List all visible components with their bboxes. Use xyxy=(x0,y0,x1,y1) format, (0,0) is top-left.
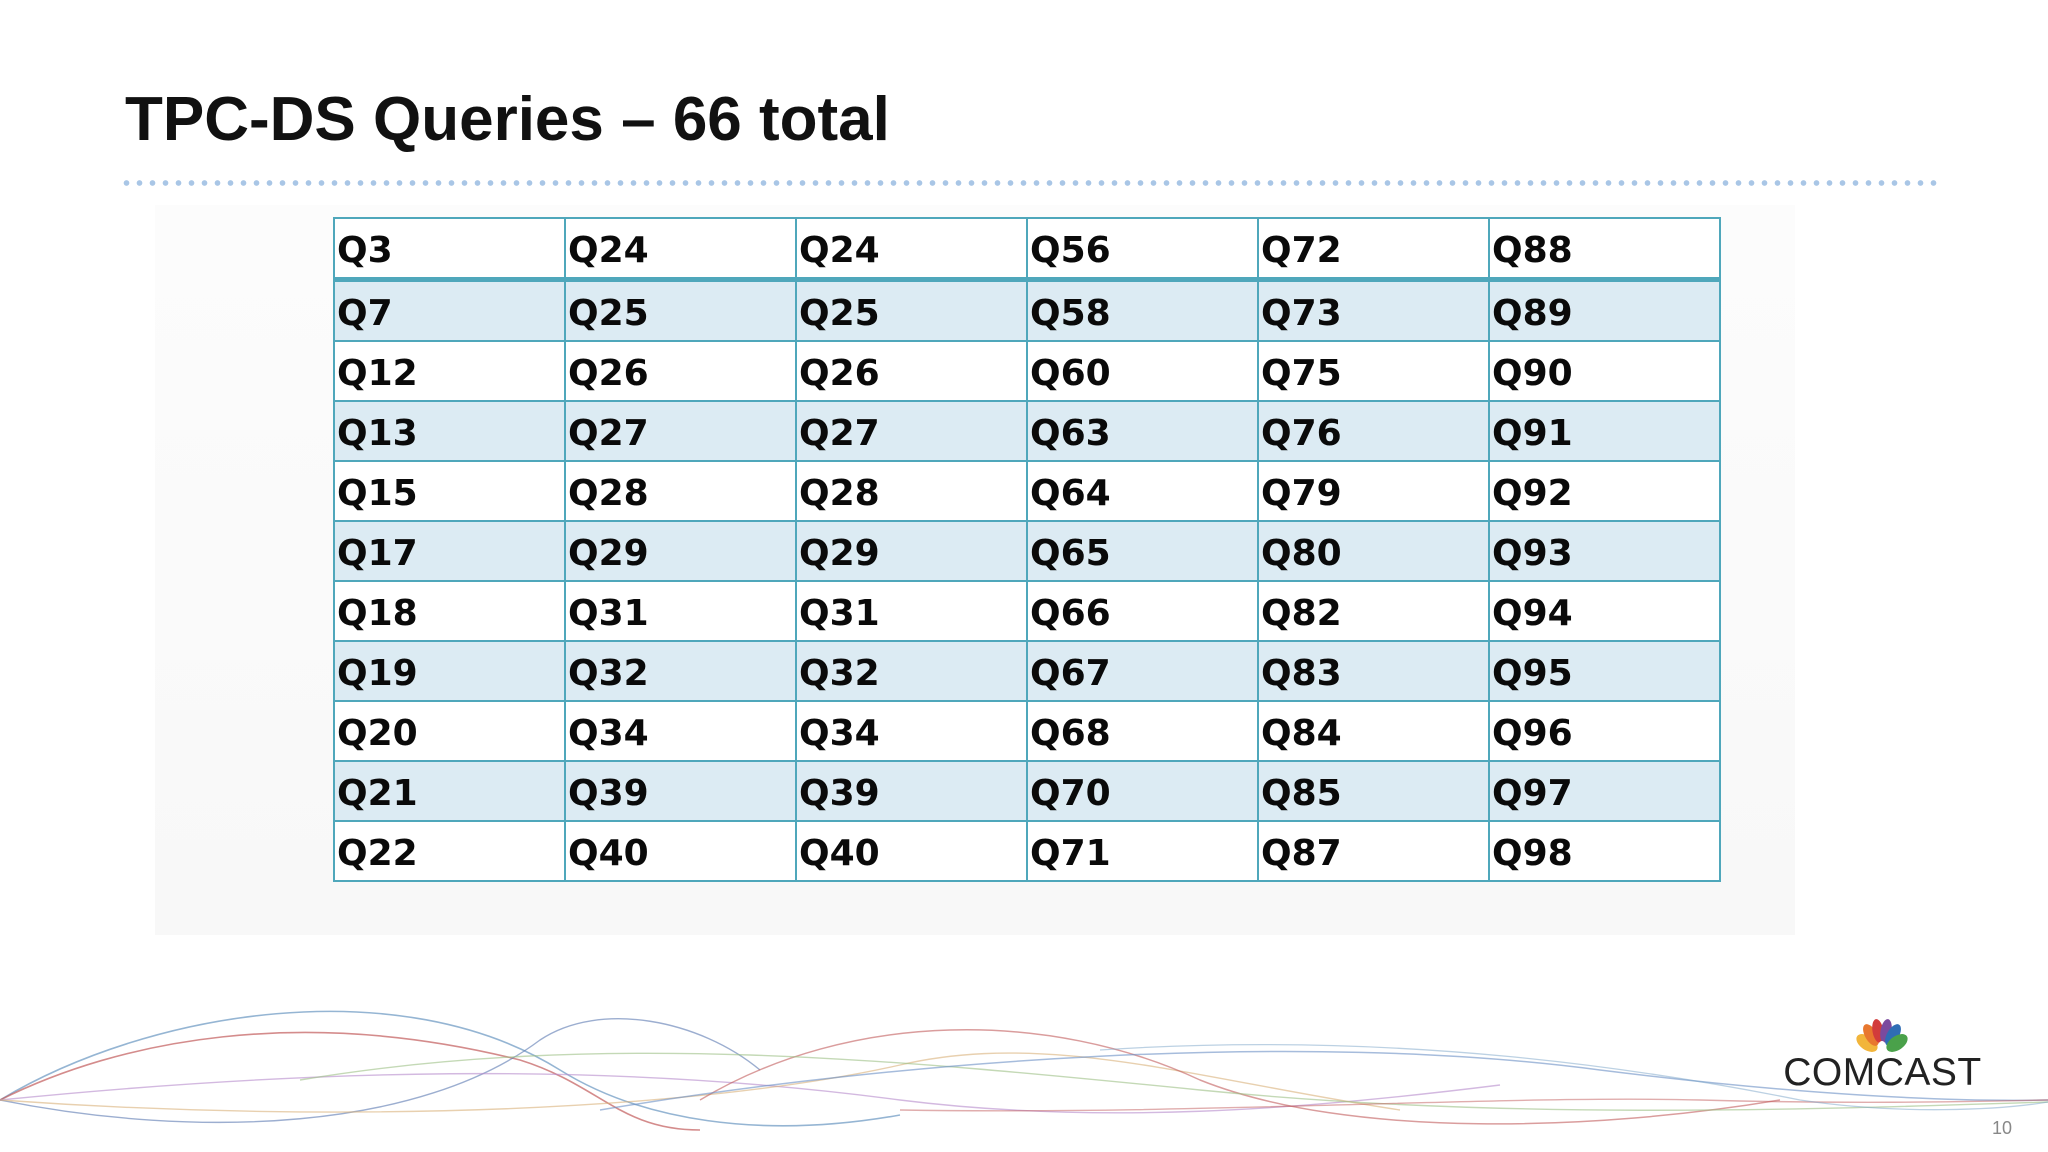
table-row: Q15 Q28 Q28 Q64 Q79 Q92 xyxy=(333,460,1721,522)
table-row: Q22 Q40 Q40 Q71 Q87 Q98 xyxy=(333,820,1721,882)
query-cell: Q29 xyxy=(795,520,1028,582)
query-cell: Q40 xyxy=(564,820,797,882)
peacock-logo-icon xyxy=(1856,1019,1908,1053)
table-row: Q3 Q24 Q24 Q56 Q72 Q88 xyxy=(333,217,1721,282)
query-cell: Q15 xyxy=(333,460,566,522)
query-cell: Q70 xyxy=(1026,760,1259,822)
query-cell: Q95 xyxy=(1488,640,1721,702)
query-cell: Q82 xyxy=(1257,580,1490,642)
table-row: Q13 Q27 Q27 Q63 Q76 Q91 xyxy=(333,400,1721,462)
query-cell: Q64 xyxy=(1026,460,1259,522)
query-cell: Q83 xyxy=(1257,640,1490,702)
query-cell: Q22 xyxy=(333,820,566,882)
table-row: Q19 Q32 Q32 Q67 Q83 Q95 xyxy=(333,640,1721,702)
query-cell: Q3 xyxy=(333,217,566,282)
query-cell: Q72 xyxy=(1257,217,1490,282)
query-cell: Q91 xyxy=(1488,400,1721,462)
table-row: Q21 Q39 Q39 Q70 Q85 Q97 xyxy=(333,760,1721,822)
query-cell: Q40 xyxy=(795,820,1028,882)
query-cell: Q92 xyxy=(1488,460,1721,522)
query-cell: Q67 xyxy=(1026,640,1259,702)
query-cell: Q56 xyxy=(1026,217,1259,282)
query-cell: Q85 xyxy=(1257,760,1490,822)
query-cell: Q97 xyxy=(1488,760,1721,822)
query-cell: Q88 xyxy=(1488,217,1721,282)
slide-title: TPC-DS Queries – 66 total xyxy=(125,85,890,154)
query-cell: Q90 xyxy=(1488,340,1721,402)
query-cell: Q65 xyxy=(1026,520,1259,582)
query-cell: Q66 xyxy=(1026,580,1259,642)
query-cell: Q24 xyxy=(564,217,797,282)
logo-wordmark: COMCAST xyxy=(1783,1051,1982,1094)
query-cell: Q32 xyxy=(564,640,797,702)
query-cell: Q28 xyxy=(795,460,1028,522)
query-cell: Q71 xyxy=(1026,820,1259,882)
query-cell: Q93 xyxy=(1488,520,1721,582)
query-cell: Q68 xyxy=(1026,700,1259,762)
query-cell: Q73 xyxy=(1257,278,1490,342)
query-cell: Q12 xyxy=(333,340,566,402)
table-row: Q7 Q25 Q25 Q58 Q73 Q89 xyxy=(333,278,1721,342)
query-cell: Q19 xyxy=(333,640,566,702)
query-cell: Q58 xyxy=(1026,278,1259,342)
query-cell: Q96 xyxy=(1488,700,1721,762)
comcast-logo: COMCAST xyxy=(1780,1015,1985,1095)
query-cell: Q27 xyxy=(795,400,1028,462)
table-row: Q20 Q34 Q34 Q68 Q84 Q96 xyxy=(333,700,1721,762)
query-cell: Q39 xyxy=(564,760,797,822)
table-row: Q12 Q26 Q26 Q60 Q75 Q90 xyxy=(333,340,1721,402)
page-number: 10 xyxy=(1991,1118,2012,1138)
query-cell: Q34 xyxy=(795,700,1028,762)
query-cell: Q34 xyxy=(564,700,797,762)
query-cell: Q26 xyxy=(564,340,797,402)
query-cell: Q76 xyxy=(1257,400,1490,462)
query-cell: Q75 xyxy=(1257,340,1490,402)
query-cell: Q31 xyxy=(795,580,1028,642)
query-cell: Q7 xyxy=(333,278,566,342)
query-cell: Q80 xyxy=(1257,520,1490,582)
query-cell: Q20 xyxy=(333,700,566,762)
query-cell: Q24 xyxy=(795,217,1028,282)
query-table-body: Q3 Q24 Q24 Q56 Q72 Q88 Q7 Q25 Q25 Q58 Q73 Q89 Q12 Q26… xyxy=(333,217,1721,882)
query-cell: Q63 xyxy=(1026,400,1259,462)
query-cell: Q25 xyxy=(564,278,797,342)
query-cell: Q26 xyxy=(795,340,1028,402)
query-table: Q3 Q24 Q24 Q56 Q72 Q88 Q7 Q25 Q25 Q58 Q73 Q89 Q12 Q26… xyxy=(333,217,1721,882)
query-cell: Q60 xyxy=(1026,340,1259,402)
query-cell: Q17 xyxy=(333,520,566,582)
query-cell: Q31 xyxy=(564,580,797,642)
query-cell: Q89 xyxy=(1488,278,1721,342)
query-cell: Q79 xyxy=(1257,460,1490,522)
table-row: Q17 Q29 Q29 Q65 Q80 Q93 xyxy=(333,520,1721,582)
query-cell: Q39 xyxy=(795,760,1028,822)
query-cell: Q29 xyxy=(564,520,797,582)
query-cell: Q84 xyxy=(1257,700,1490,762)
query-cell: Q25 xyxy=(795,278,1028,342)
query-cell: Q21 xyxy=(333,760,566,822)
query-cell: Q18 xyxy=(333,580,566,642)
table-row: Q18 Q31 Q31 Q66 Q82 Q94 xyxy=(333,580,1721,642)
decorative-waves xyxy=(0,1010,2048,1131)
query-cell: Q32 xyxy=(795,640,1028,702)
query-cell: Q87 xyxy=(1257,820,1490,882)
query-cell: Q27 xyxy=(564,400,797,462)
query-cell: Q13 xyxy=(333,400,566,462)
query-cell: Q98 xyxy=(1488,820,1721,882)
query-cell: Q28 xyxy=(564,460,797,522)
query-cell: Q94 xyxy=(1488,580,1721,642)
dotted-divider xyxy=(120,179,1942,187)
